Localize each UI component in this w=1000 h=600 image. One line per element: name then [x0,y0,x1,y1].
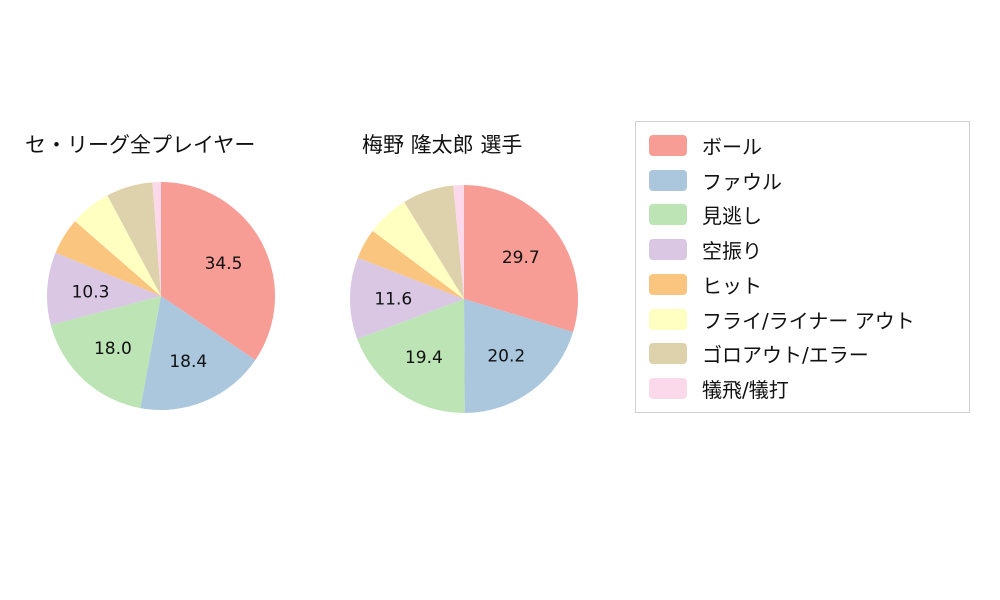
legend-label: ヒット [702,273,762,298]
pie-slice [46,252,161,326]
pie-slice-label: 18.0 [94,339,132,359]
pie-slice [349,257,464,339]
pie-slice [55,221,161,296]
legend-label: 空振り [702,239,762,264]
pie-slice [464,299,574,413]
legend-item-called-strike: 見逃し [636,200,969,230]
pie-slice [357,230,464,299]
right-pie-title: 梅野 隆太郎 選手 [362,133,523,157]
pie-slice [453,185,464,299]
pie-slice [404,185,464,299]
pie-slice-label: 20.2 [487,347,525,367]
pie-slice-label: 11.6 [374,290,412,310]
right-pie-chart: 29.7 20.2 19.4 11.6 [349,185,579,414]
legend-item-hit: ヒット [636,269,969,299]
legend-label: 見逃し [702,204,762,229]
legend-label: 犠飛/犠打 [702,378,789,403]
pie-slice [357,299,465,414]
legend-swatch-called-strike [649,204,687,226]
legend-label: ファウル [702,169,782,194]
legend-item-swinging-strike: 空振り [636,235,969,265]
legend-label: ボール [702,134,762,159]
pie-slice-label: 19.4 [405,348,443,368]
pie-slice-label: 34.5 [205,254,243,274]
legend-item-ball: ボール [636,130,969,160]
legend-swatch-ball [649,134,687,156]
legend-label: フライ/ライナー アウト [702,308,915,333]
left-pie-title: セ・リーグ全プレイヤー [25,133,256,157]
pie-slice-label: 29.7 [502,248,540,268]
legend-item-foul: ファウル [636,165,969,195]
legend-swatch-foul [649,169,687,191]
legend-swatch-hit [649,273,687,295]
pie-slice [140,296,256,410]
pie-slice [161,182,276,361]
pie-slice-label: 18.4 [169,352,207,372]
pie-slice [50,296,161,409]
left-pie-chart: 34.5 18.4 18.0 10.3 [46,181,276,410]
legend-swatch-fly-liner-out [649,308,687,330]
pie-slice [107,182,161,296]
pie-slice [464,185,579,333]
pie-slice-label: 10.3 [72,282,110,302]
pie-slice [372,201,464,299]
legend-swatch-sacrifice [649,378,687,400]
legend-item-fly-liner-out: フライ/ライナー アウト [636,304,969,334]
pie-slice [75,195,161,296]
legend-item-ground-out-error: ゴロアウト/エラー [636,339,969,369]
legend: ボール ファウル 見逃し 空振り ヒット フライ/ライナー アウト ゴロアウト/… [635,121,970,413]
legend-item-sacrifice: 犠飛/犠打 [636,374,969,404]
legend-swatch-ground-out-error [649,343,687,365]
legend-swatch-swinging-strike [649,239,687,261]
pie-slice [152,181,161,296]
legend-label: ゴロアウト/エラー [702,343,869,368]
